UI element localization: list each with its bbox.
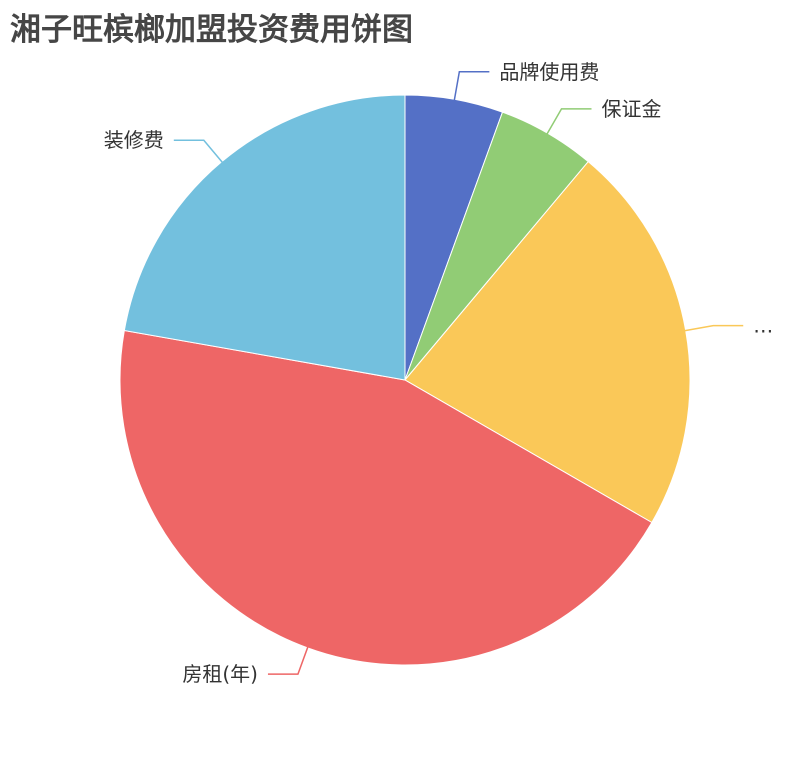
slice-label: 品牌使用费	[499, 60, 599, 84]
label-line	[453, 71, 490, 102]
label-line	[683, 324, 744, 332]
slice-label: …	[753, 314, 773, 338]
label-line	[545, 108, 592, 136]
slice-label: 保证金	[602, 97, 662, 121]
chart-title: 湘子旺槟榔加盟投资费用饼图	[10, 12, 413, 48]
label-line	[173, 139, 224, 164]
slice-label: 装修费	[104, 128, 164, 152]
pie-slice[interactable]	[123, 94, 406, 381]
label-line	[267, 645, 309, 675]
slice-label: 房租(年)	[182, 662, 258, 686]
